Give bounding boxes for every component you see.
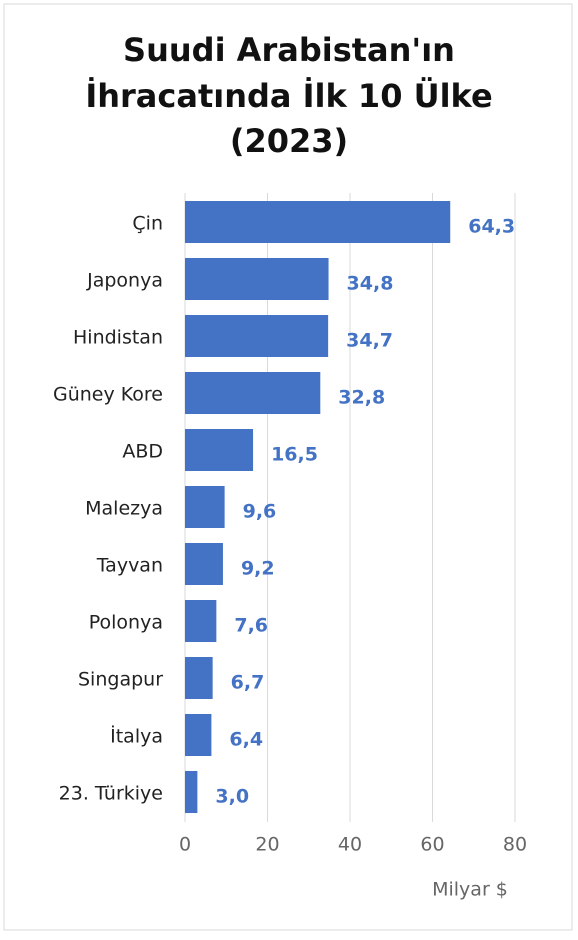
- bar: [185, 600, 217, 642]
- x-tick-label: 60: [420, 834, 444, 856]
- data-label: 9,6: [243, 501, 277, 523]
- bar: [185, 543, 223, 585]
- data-label: 64,3: [468, 216, 515, 238]
- y-tick-label: Hindistan: [73, 327, 163, 349]
- y-tick-label: İtalya: [110, 725, 163, 748]
- bar: [185, 657, 213, 699]
- bar: [185, 201, 451, 243]
- y-tick-label: Singapur: [78, 669, 163, 691]
- chart-border: [3, 3, 573, 931]
- bar: [185, 372, 321, 414]
- x-tick-label: 20: [255, 834, 279, 856]
- y-tick-label: Japonya: [86, 270, 163, 292]
- y-tick-label: Tayvan: [96, 555, 163, 577]
- x-axis-label: Milyar $: [432, 879, 508, 901]
- y-tick-label: Polonya: [89, 612, 163, 634]
- data-label: 16,5: [271, 444, 318, 466]
- x-tick-label: 0: [179, 834, 191, 856]
- bar: [185, 714, 212, 756]
- bar: [185, 429, 254, 471]
- chart-title: Suudi Arabistan'ın: [123, 31, 455, 69]
- chart-title: (2023): [230, 122, 348, 160]
- data-label: 6,4: [229, 729, 263, 751]
- data-label: 32,8: [338, 387, 385, 409]
- y-tick-label: 23. Türkiye: [59, 783, 163, 805]
- data-label: 9,2: [241, 558, 275, 580]
- y-tick-label: Güney Kore: [53, 384, 163, 406]
- bar: [185, 258, 329, 300]
- data-label: 3,0: [215, 786, 249, 808]
- x-tick-label: 40: [338, 834, 362, 856]
- data-label: 6,7: [231, 672, 265, 694]
- bar: [185, 315, 329, 357]
- x-tick-label: 80: [503, 834, 527, 856]
- data-label: 34,7: [346, 330, 393, 352]
- y-tick-label: Çin: [132, 213, 163, 235]
- bar: [185, 486, 225, 528]
- y-tick-label: ABD: [122, 441, 163, 463]
- bar: [185, 771, 198, 813]
- data-label: 7,6: [234, 615, 268, 637]
- y-tick-label: Malezya: [85, 498, 163, 520]
- data-label: 34,8: [347, 273, 394, 295]
- chart-title: İhracatında İlk 10 Ülke: [85, 77, 492, 115]
